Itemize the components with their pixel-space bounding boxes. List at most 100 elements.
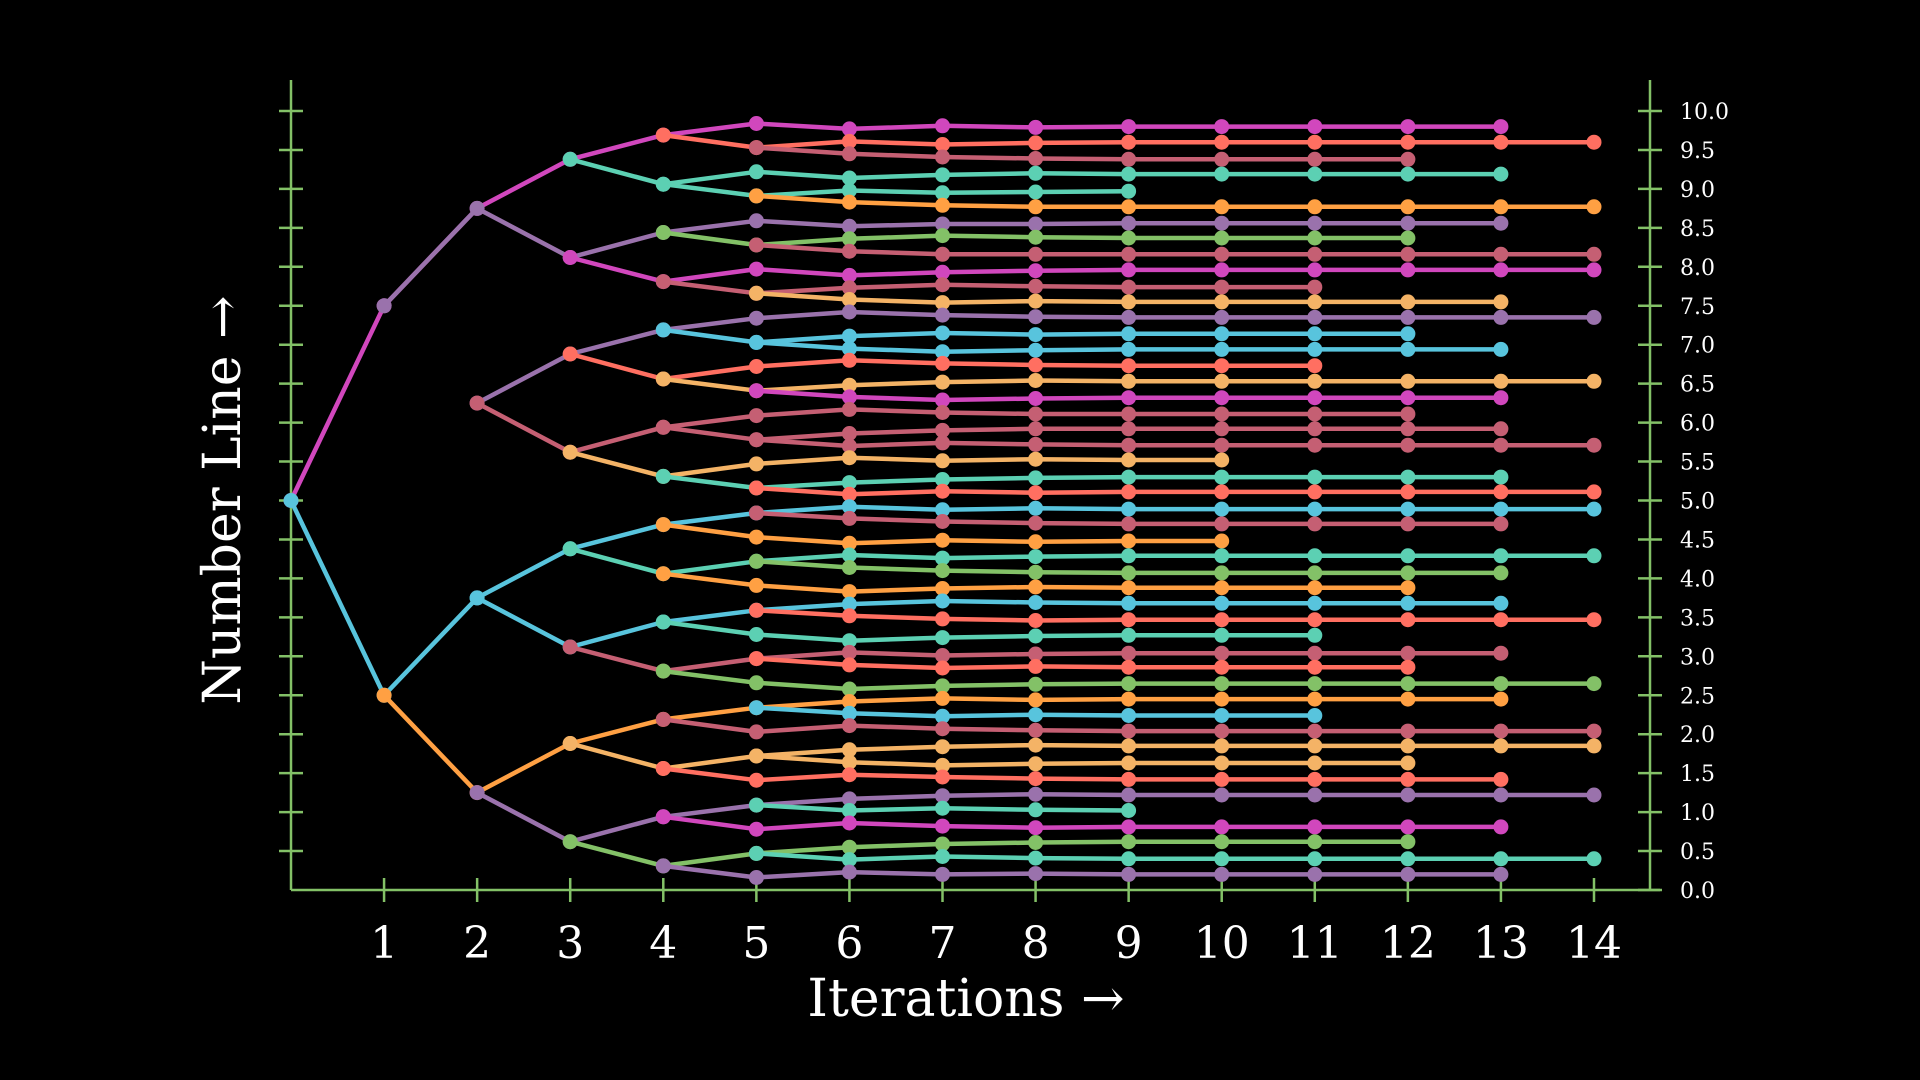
data-point	[841, 183, 857, 198]
data-point	[469, 200, 485, 216]
data-point	[1400, 341, 1416, 357]
data-point	[655, 663, 671, 679]
data-point	[1028, 373, 1044, 388]
data-point	[841, 560, 857, 575]
data-point	[1121, 771, 1137, 787]
data-point	[1307, 565, 1323, 581]
y-tick-label: 0.0	[1680, 879, 1715, 904]
data-point	[841, 839, 857, 855]
data-point	[1028, 579, 1044, 595]
series-27	[655, 517, 1230, 551]
x-tick-label: 13	[1473, 918, 1529, 969]
data-point	[1493, 595, 1509, 611]
series-32	[748, 602, 1602, 628]
data-point	[1121, 279, 1137, 295]
data-point	[1121, 469, 1137, 485]
data-point	[841, 231, 857, 247]
data-point	[1307, 421, 1323, 437]
data-point	[1586, 437, 1602, 453]
data-point	[748, 383, 764, 399]
data-point	[1028, 534, 1044, 550]
data-point	[1400, 199, 1416, 215]
data-point	[1214, 452, 1230, 468]
series-line	[754, 437, 1597, 449]
data-point	[935, 118, 950, 134]
data-point	[935, 355, 950, 371]
data-point	[1493, 565, 1509, 581]
data-point	[841, 852, 857, 868]
series-line	[754, 485, 1597, 497]
data-point	[1121, 151, 1137, 167]
data-point	[1400, 437, 1416, 453]
series-48	[655, 858, 1509, 885]
series-line	[754, 145, 1411, 162]
series-24	[748, 480, 1602, 502]
y-tick-label: 5.0	[1680, 490, 1715, 515]
data-point	[748, 529, 764, 545]
data-point	[1028, 866, 1044, 882]
x-axis-title: Iterations →	[807, 969, 1124, 1029]
series-35	[748, 651, 1416, 676]
data-point	[1307, 215, 1323, 231]
data-point	[1028, 786, 1044, 802]
data-point	[1028, 722, 1044, 738]
data-point	[1493, 787, 1509, 803]
data-point	[1121, 341, 1137, 357]
data-point	[748, 188, 764, 204]
series-28	[562, 541, 1602, 582]
data-point	[1586, 787, 1602, 803]
x-tick-label: 7	[929, 918, 957, 969]
y-tick-label: 8.5	[1680, 217, 1715, 242]
data-point	[935, 472, 950, 487]
series-line	[661, 425, 1504, 442]
data-point	[1121, 452, 1137, 468]
data-point	[1028, 756, 1044, 772]
data-point	[1121, 645, 1137, 661]
data-point	[1400, 691, 1416, 707]
data-point	[841, 644, 857, 660]
data-point	[1121, 199, 1137, 215]
data-point	[1121, 119, 1137, 135]
data-point	[1586, 199, 1602, 215]
data-point	[841, 438, 857, 454]
data-point	[1121, 516, 1137, 532]
data-point	[1214, 230, 1230, 246]
data-point	[935, 630, 950, 646]
data-point	[1586, 309, 1602, 325]
data-point	[841, 864, 857, 880]
data-point	[1028, 549, 1044, 565]
data-point	[1028, 500, 1044, 516]
data-point	[1307, 134, 1323, 150]
data-point	[841, 377, 857, 393]
data-point	[841, 815, 857, 831]
x-tick-label: 11	[1287, 918, 1343, 969]
data-point	[1400, 326, 1416, 342]
series-34	[562, 639, 1509, 679]
data-point	[1214, 755, 1230, 771]
data-point	[1400, 580, 1416, 596]
series-layer	[283, 116, 1602, 885]
data-point	[1214, 326, 1230, 342]
data-point	[841, 803, 857, 818]
data-point	[1307, 516, 1323, 532]
data-point	[841, 292, 857, 307]
data-point	[1493, 612, 1509, 628]
data-point	[1028, 707, 1044, 723]
data-point	[1307, 580, 1323, 596]
data-point	[748, 748, 764, 764]
data-point	[1400, 469, 1416, 485]
series-21	[748, 432, 1602, 454]
data-point	[748, 700, 764, 716]
series-line	[754, 242, 1597, 257]
data-point	[1493, 516, 1509, 532]
data-point	[1307, 645, 1323, 661]
data-point	[1307, 262, 1323, 278]
data-point	[1586, 501, 1602, 517]
series-29	[748, 553, 1509, 581]
series-line	[567, 255, 1597, 284]
data-point	[935, 563, 950, 579]
data-point	[655, 566, 671, 582]
data-point	[935, 167, 950, 183]
data-point	[1028, 391, 1044, 406]
data-point	[1493, 246, 1509, 262]
